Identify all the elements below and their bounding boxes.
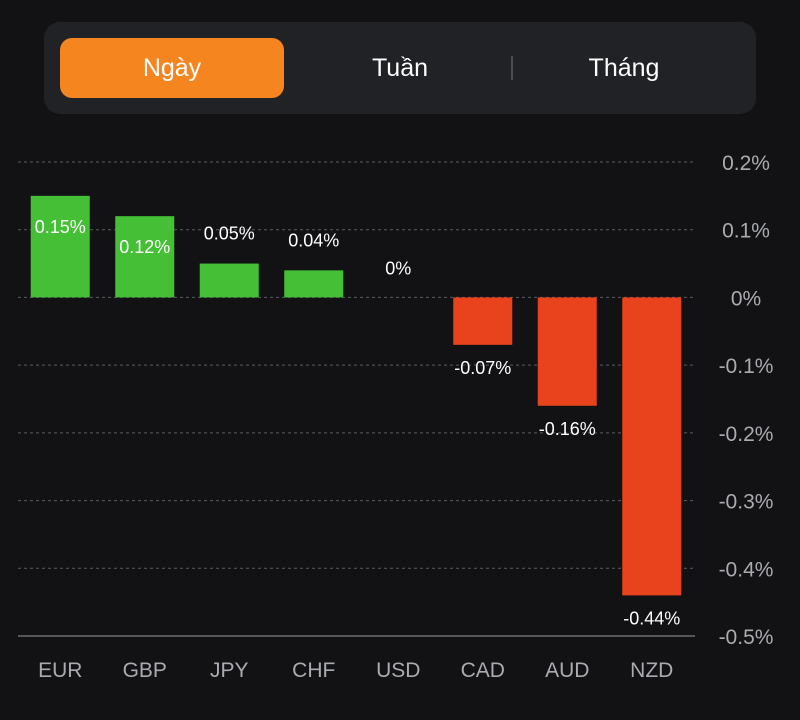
bar-nzd xyxy=(622,297,682,596)
data-label: 0.04% xyxy=(288,230,339,250)
data-label: 0.15% xyxy=(35,217,86,237)
y-tick-label: -0.4% xyxy=(719,558,774,581)
bar-eur xyxy=(30,195,90,298)
bar-jpy xyxy=(199,263,259,298)
tab-week[interactable]: Tuần xyxy=(371,54,429,82)
y-tick-label: -0.5% xyxy=(719,626,774,649)
x-category-label: AUD xyxy=(545,659,589,682)
period-segmented-control: Ngày Tuần Tháng xyxy=(44,22,756,114)
y-tick-label: -0.1% xyxy=(719,355,774,378)
data-label: 0% xyxy=(385,258,411,278)
x-category-label: USD xyxy=(376,659,420,682)
bar-chf xyxy=(284,270,344,298)
y-tick-label: -0.3% xyxy=(719,491,774,514)
x-category-label: EUR xyxy=(38,659,82,682)
x-category-label: GBP xyxy=(123,659,167,682)
tab-day[interactable]: Ngày xyxy=(60,38,284,98)
data-label: -0.07% xyxy=(454,358,511,378)
bar-aud xyxy=(537,297,597,406)
y-tick-label: 0% xyxy=(731,287,761,310)
data-label: -0.16% xyxy=(539,419,596,439)
x-category-label: JPY xyxy=(210,659,249,682)
data-label: -0.44% xyxy=(623,608,680,628)
x-category-label: NZD xyxy=(630,659,673,682)
x-category-label: CAD xyxy=(461,659,505,682)
tab-month[interactable]: Tháng xyxy=(588,54,660,82)
tab-divider xyxy=(511,56,513,80)
data-label: 0.05% xyxy=(204,224,255,244)
bar-cad xyxy=(453,297,513,345)
x-category-label: CHF xyxy=(292,659,335,682)
bar-gbp xyxy=(115,216,175,298)
y-tick-label: 0.1% xyxy=(722,220,770,243)
y-tick-label: -0.2% xyxy=(719,423,774,446)
y-tick-label: 0.2% xyxy=(722,152,770,175)
data-label: 0.12% xyxy=(119,237,170,257)
